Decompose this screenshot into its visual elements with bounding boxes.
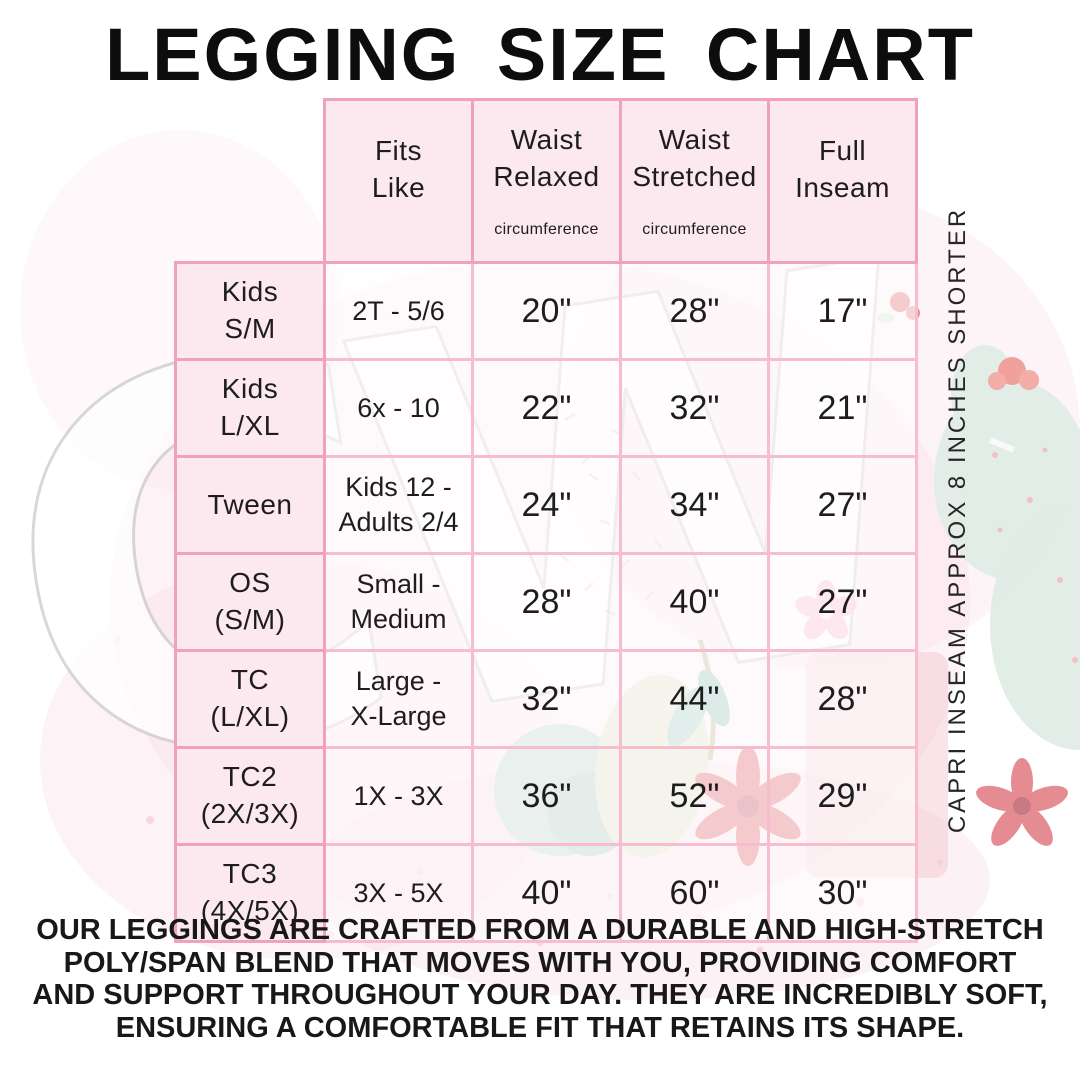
cell-waist-relaxed: 24" xyxy=(471,455,622,556)
cactus-watermark xyxy=(934,345,1080,750)
cell-fits-like: 6x - 10 xyxy=(323,358,474,459)
cell-waist-relaxed: 40" xyxy=(471,843,622,944)
column-header-fits-like: Fits Like xyxy=(323,97,474,265)
cell-waist-relaxed: 36" xyxy=(471,746,622,847)
cell-waist-relaxed: 28" xyxy=(471,552,622,653)
cell-waist-stretched: 40" xyxy=(619,552,770,653)
table-row: TC2 (2X/3X) 1X - 3X 36" 52" 29" xyxy=(174,746,918,847)
cell-fits-like: 2T - 5/6 xyxy=(323,261,474,362)
column-header-waist-relaxed: Waist Relaxed circumference xyxy=(471,97,622,265)
column-header-label: Waist Relaxed xyxy=(493,124,600,193)
row-label-tc3: TC3 (4X/5X) xyxy=(174,843,326,944)
cell-fits-like: Kids 12 - Adults 2/4 xyxy=(323,455,474,556)
cell-waist-stretched: 44" xyxy=(619,649,770,750)
column-header-full-inseam: Full Inseam xyxy=(767,97,918,265)
cell-full-inseam: 21" xyxy=(767,358,918,459)
cell-full-inseam: 29" xyxy=(767,746,918,847)
table-row: OS (S/M) Small - Medium 28" 40" 27" xyxy=(174,552,918,653)
cell-waist-stretched: 28" xyxy=(619,261,770,362)
cell-waist-stretched: 34" xyxy=(619,455,770,556)
row-label-tc-lxl: TC (L/XL) xyxy=(174,649,326,750)
row-label-kids-lxl: Kids L/XL xyxy=(174,358,326,459)
size-chart-table: Fits Like Waist Relaxed circumference Wa… xyxy=(174,97,918,944)
cell-waist-stretched: 52" xyxy=(619,746,770,847)
capri-inseam-note: CAPRI INSEAM APPROX 8 INCHES SHORTER xyxy=(944,206,971,834)
column-header-label: Waist Stretched xyxy=(632,124,757,193)
footer-description: OUR LEGGINGS ARE CRAFTED FROM A DURABLE … xyxy=(32,914,1048,1044)
cell-fits-like: 3X - 5X xyxy=(323,843,474,944)
cell-full-inseam: 27" xyxy=(767,455,918,556)
column-header-label: Full Inseam xyxy=(795,134,890,203)
cell-waist-relaxed: 32" xyxy=(471,649,622,750)
row-label-tween: Tween xyxy=(174,455,326,556)
row-label-os-sm: OS (S/M) xyxy=(174,552,326,653)
cell-full-inseam: 30" xyxy=(767,843,918,944)
page-title: LEGGING SIZE CHART xyxy=(105,13,975,96)
row-label-kids-sm: Kids S/M xyxy=(174,261,326,362)
cell-waist-stretched: 32" xyxy=(619,358,770,459)
column-header-waist-stretched: Waist Stretched circumference xyxy=(619,97,770,265)
header-row: Fits Like Waist Relaxed circumference Wa… xyxy=(176,97,918,265)
red-flower-bottom-watermark xyxy=(976,758,1068,846)
table-row: Kids L/XL 6x - 10 22" 32" 21" xyxy=(174,358,918,459)
table-row: TC (L/XL) Large - X-Large 32" 44" 28" xyxy=(174,649,918,750)
cell-full-inseam: 28" xyxy=(767,649,918,750)
cell-waist-relaxed: 20" xyxy=(471,261,622,362)
cell-fits-like: Large - X-Large xyxy=(323,649,474,750)
corner-spacer xyxy=(176,100,325,263)
table-row: Tween Kids 12 - Adults 2/4 24" 34" 27" xyxy=(174,455,918,556)
cell-waist-relaxed: 22" xyxy=(471,358,622,459)
column-header-sublabel: circumference xyxy=(494,221,599,239)
column-header-label: Fits Like xyxy=(371,134,426,203)
table-row: TC3 (4X/5X) 3X - 5X 40" 60" 30" xyxy=(174,843,918,944)
cell-fits-like: 1X - 3X xyxy=(323,746,474,847)
cell-full-inseam: 17" xyxy=(767,261,918,362)
cell-fits-like: Small - Medium xyxy=(323,552,474,653)
cell-full-inseam: 27" xyxy=(767,552,918,653)
column-header-sublabel: circumference xyxy=(642,221,747,239)
cell-waist-stretched: 60" xyxy=(619,843,770,944)
row-label-tc2: TC2 (2X/3X) xyxy=(174,746,326,847)
table-row: Kids S/M 2T - 5/6 20" 28" 17" xyxy=(174,261,918,362)
